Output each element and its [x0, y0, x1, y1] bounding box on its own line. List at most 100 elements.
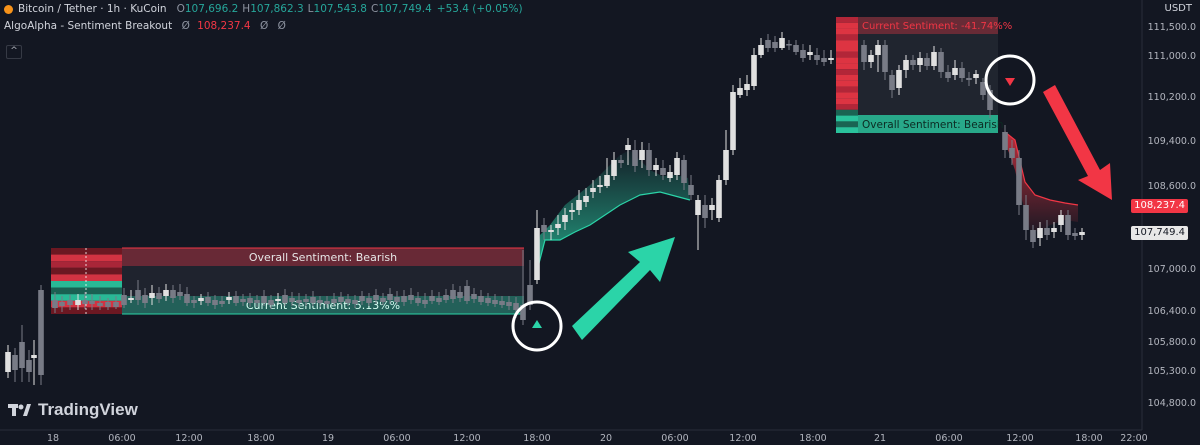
bearish-signal[interactable] — [984, 54, 1036, 106]
candle[interactable] — [142, 288, 148, 308]
candle[interactable] — [268, 295, 274, 309]
candle[interactable] — [737, 78, 743, 98]
candle[interactable] — [464, 280, 470, 304]
candle[interactable] — [751, 48, 757, 90]
candle[interactable] — [184, 287, 190, 306]
candle[interactable] — [1065, 210, 1071, 240]
candle[interactable] — [254, 295, 260, 307]
candle[interactable] — [882, 40, 888, 80]
candle[interactable] — [26, 350, 32, 382]
candle[interactable] — [786, 40, 792, 50]
candle[interactable] — [814, 48, 820, 65]
candle[interactable] — [401, 290, 407, 306]
candle[interactable] — [282, 289, 288, 306]
candle[interactable] — [149, 285, 155, 305]
candle[interactable] — [625, 138, 631, 165]
candle[interactable] — [317, 296, 323, 307]
candle[interactable] — [765, 34, 771, 52]
candle[interactable] — [97, 296, 103, 310]
candle[interactable] — [310, 291, 316, 306]
candle[interactable] — [1030, 225, 1036, 248]
bullish-signal[interactable] — [511, 300, 563, 352]
symbol-legend[interactable]: Bitcoin / Tether · 1h · KuCoin O 107,696.… — [0, 0, 523, 18]
candle[interactable] — [128, 290, 134, 303]
candle[interactable] — [744, 75, 750, 96]
candle[interactable] — [499, 296, 505, 308]
candle[interactable] — [75, 294, 81, 310]
candle[interactable] — [534, 210, 540, 284]
candle[interactable] — [338, 292, 344, 305]
candle[interactable] — [875, 40, 881, 72]
candle[interactable] — [779, 32, 785, 50]
candle[interactable] — [198, 294, 204, 305]
candle[interactable] — [730, 85, 736, 155]
candle[interactable] — [945, 65, 951, 82]
candle[interactable] — [562, 208, 568, 230]
candle[interactable] — [59, 296, 65, 312]
candle[interactable] — [324, 296, 330, 308]
candle[interactable] — [233, 291, 239, 306]
candle[interactable] — [170, 285, 176, 303]
candle[interactable] — [289, 292, 295, 306]
candle[interactable] — [868, 50, 874, 68]
candle[interactable] — [896, 65, 902, 95]
candle[interactable] — [828, 50, 834, 64]
candle[interactable] — [583, 188, 589, 207]
candle[interactable] — [1009, 140, 1015, 165]
candle[interactable] — [520, 250, 526, 325]
candle[interactable] — [695, 195, 701, 250]
candle[interactable] — [716, 175, 722, 222]
candle[interactable] — [345, 294, 351, 306]
candle[interactable] — [660, 160, 666, 180]
candle[interactable] — [1079, 228, 1085, 240]
candle[interactable] — [646, 143, 652, 176]
candle[interactable] — [31, 340, 37, 385]
candle[interactable] — [163, 284, 169, 301]
candle[interactable] — [443, 289, 449, 303]
candle[interactable] — [1072, 228, 1078, 240]
candle[interactable] — [653, 158, 659, 176]
candle[interactable] — [807, 45, 813, 60]
price-axis[interactable]: 111,500.0 111,000.0 110,200.0 109,400.0 108,… — [1141, 0, 1200, 430]
candle[interactable] — [471, 288, 477, 303]
candle[interactable] — [331, 293, 337, 306]
candle[interactable] — [506, 296, 512, 310]
candle[interactable] — [800, 44, 806, 62]
candle[interactable] — [548, 225, 554, 240]
candle[interactable] — [226, 292, 232, 304]
candle[interactable] — [618, 155, 624, 168]
candle[interactable] — [366, 293, 372, 306]
candle[interactable] — [667, 165, 673, 182]
candle[interactable] — [191, 296, 197, 308]
candle[interactable] — [352, 295, 358, 308]
time-axis[interactable]: 18 06:00 12:00 18:00 19 06:00 12:00 18:00 20 06:0… — [0, 429, 1148, 444]
candle[interactable] — [924, 53, 930, 70]
candle[interactable] — [1023, 195, 1029, 240]
candle[interactable] — [485, 293, 491, 306]
candle[interactable] — [359, 291, 365, 305]
candle[interactable] — [910, 55, 916, 70]
candle[interactable] — [387, 288, 393, 304]
candle[interactable] — [135, 280, 141, 305]
candle[interactable] — [240, 294, 246, 306]
candle[interactable] — [429, 290, 435, 304]
candle[interactable] — [422, 293, 428, 308]
candle[interactable] — [576, 190, 582, 215]
candle[interactable] — [82, 292, 88, 309]
candle[interactable] — [952, 60, 958, 80]
candle[interactable] — [261, 290, 267, 306]
candle[interactable] — [52, 292, 58, 313]
candle[interactable] — [89, 294, 95, 310]
candle[interactable] — [1051, 222, 1057, 238]
candle[interactable] — [541, 218, 547, 240]
candle[interactable] — [1037, 222, 1043, 246]
candle[interactable] — [492, 294, 498, 307]
candle[interactable] — [702, 195, 708, 228]
candle[interactable] — [275, 293, 281, 305]
candle[interactable] — [1016, 150, 1022, 215]
candle[interactable] — [973, 70, 979, 84]
tradingview-logo[interactable]: TradingView — [8, 400, 138, 420]
candle[interactable] — [861, 40, 867, 70]
candle[interactable] — [590, 180, 596, 198]
